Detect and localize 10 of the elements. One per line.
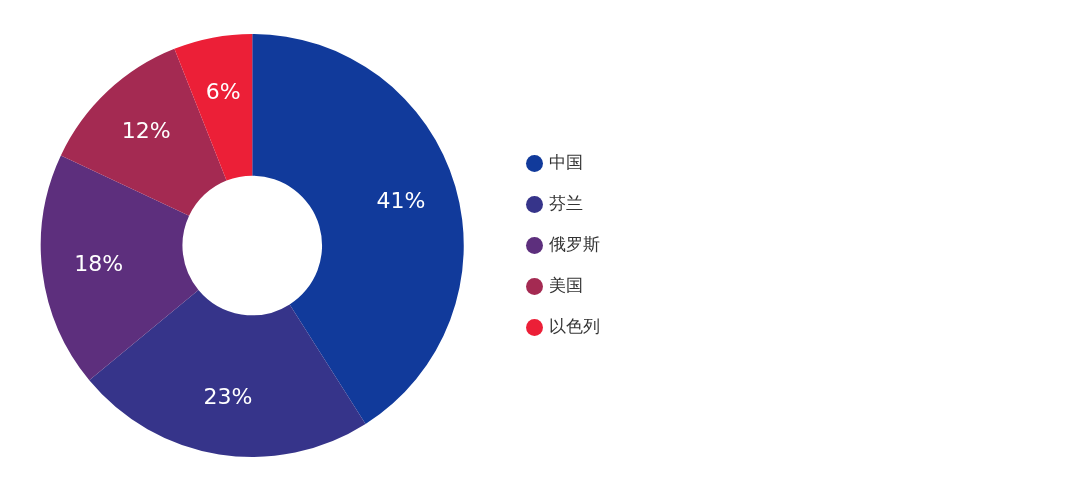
- data-label: 23%: [203, 384, 253, 410]
- legend-label: 美国: [549, 274, 583, 295]
- data-label: 12%: [121, 118, 171, 144]
- legend-label: 俄罗斯: [549, 233, 600, 254]
- legend-label: 以色列: [549, 315, 600, 336]
- legend-label: 芬兰: [549, 192, 583, 213]
- legend-label: 中国: [549, 151, 583, 172]
- data-label: 41%: [376, 188, 426, 214]
- data-label: 6%: [205, 79, 241, 105]
- data-label: 18%: [74, 250, 124, 276]
